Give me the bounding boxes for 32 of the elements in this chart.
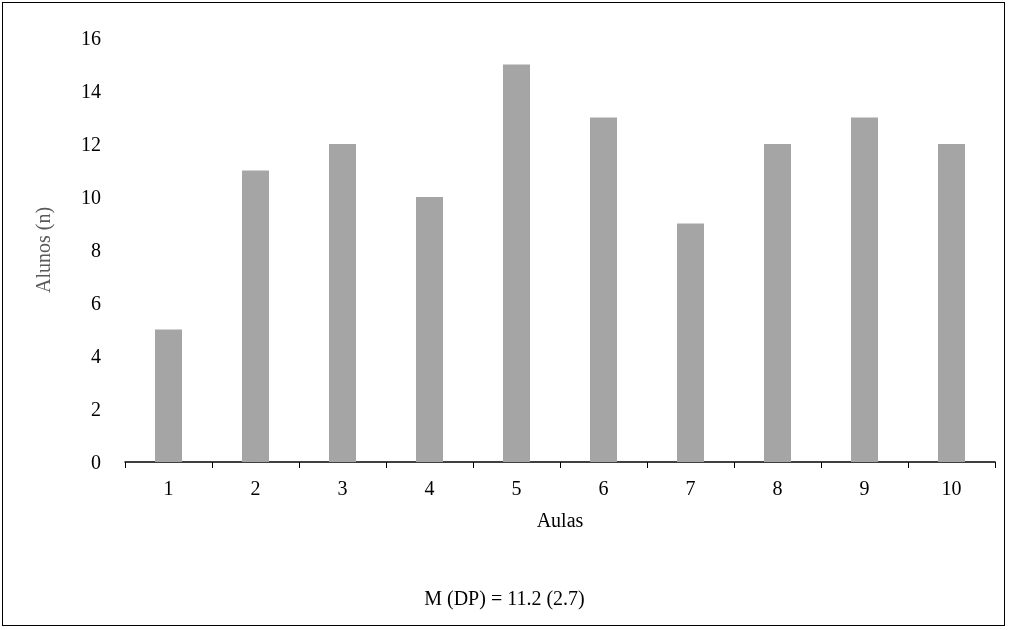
y-axis-title: Alunos (n) — [32, 206, 55, 294]
x-tick-label: 6 — [598, 477, 609, 499]
y-tick-label: 12 — [81, 133, 101, 155]
y-tick-label: 14 — [81, 80, 101, 102]
x-tick-label: 8 — [772, 477, 783, 499]
bar — [677, 223, 704, 462]
bar — [590, 117, 617, 462]
y-tick-label: 2 — [91, 398, 101, 420]
y-tick-label: 6 — [91, 292, 101, 314]
x-tick-label: 10 — [941, 477, 962, 499]
y-tick-label: 0 — [91, 451, 101, 473]
bar — [329, 144, 356, 462]
bar — [938, 144, 965, 462]
x-tick-label: 2 — [250, 477, 261, 499]
bar — [155, 329, 182, 462]
text: M (DP) = 11.2 (2.7) — [424, 587, 585, 610]
bar — [851, 117, 878, 462]
x-tick-label: 3 — [337, 477, 348, 499]
y-tick-label: 16 — [81, 27, 101, 49]
x-tick-label: 7 — [685, 477, 696, 499]
bar — [416, 197, 443, 462]
bar — [242, 170, 269, 462]
y-tick-label: 4 — [91, 345, 101, 367]
x-axis-title: Aulas — [536, 509, 584, 531]
x-tick-label: 1 — [163, 477, 174, 499]
y-tick-label: 10 — [81, 186, 101, 208]
bar — [764, 144, 791, 462]
x-tick-label: 9 — [859, 477, 870, 499]
x-tick-label: 5 — [511, 477, 522, 499]
bar — [503, 64, 530, 462]
y-tick-label: 8 — [91, 239, 101, 261]
x-tick-label: 4 — [424, 477, 435, 499]
